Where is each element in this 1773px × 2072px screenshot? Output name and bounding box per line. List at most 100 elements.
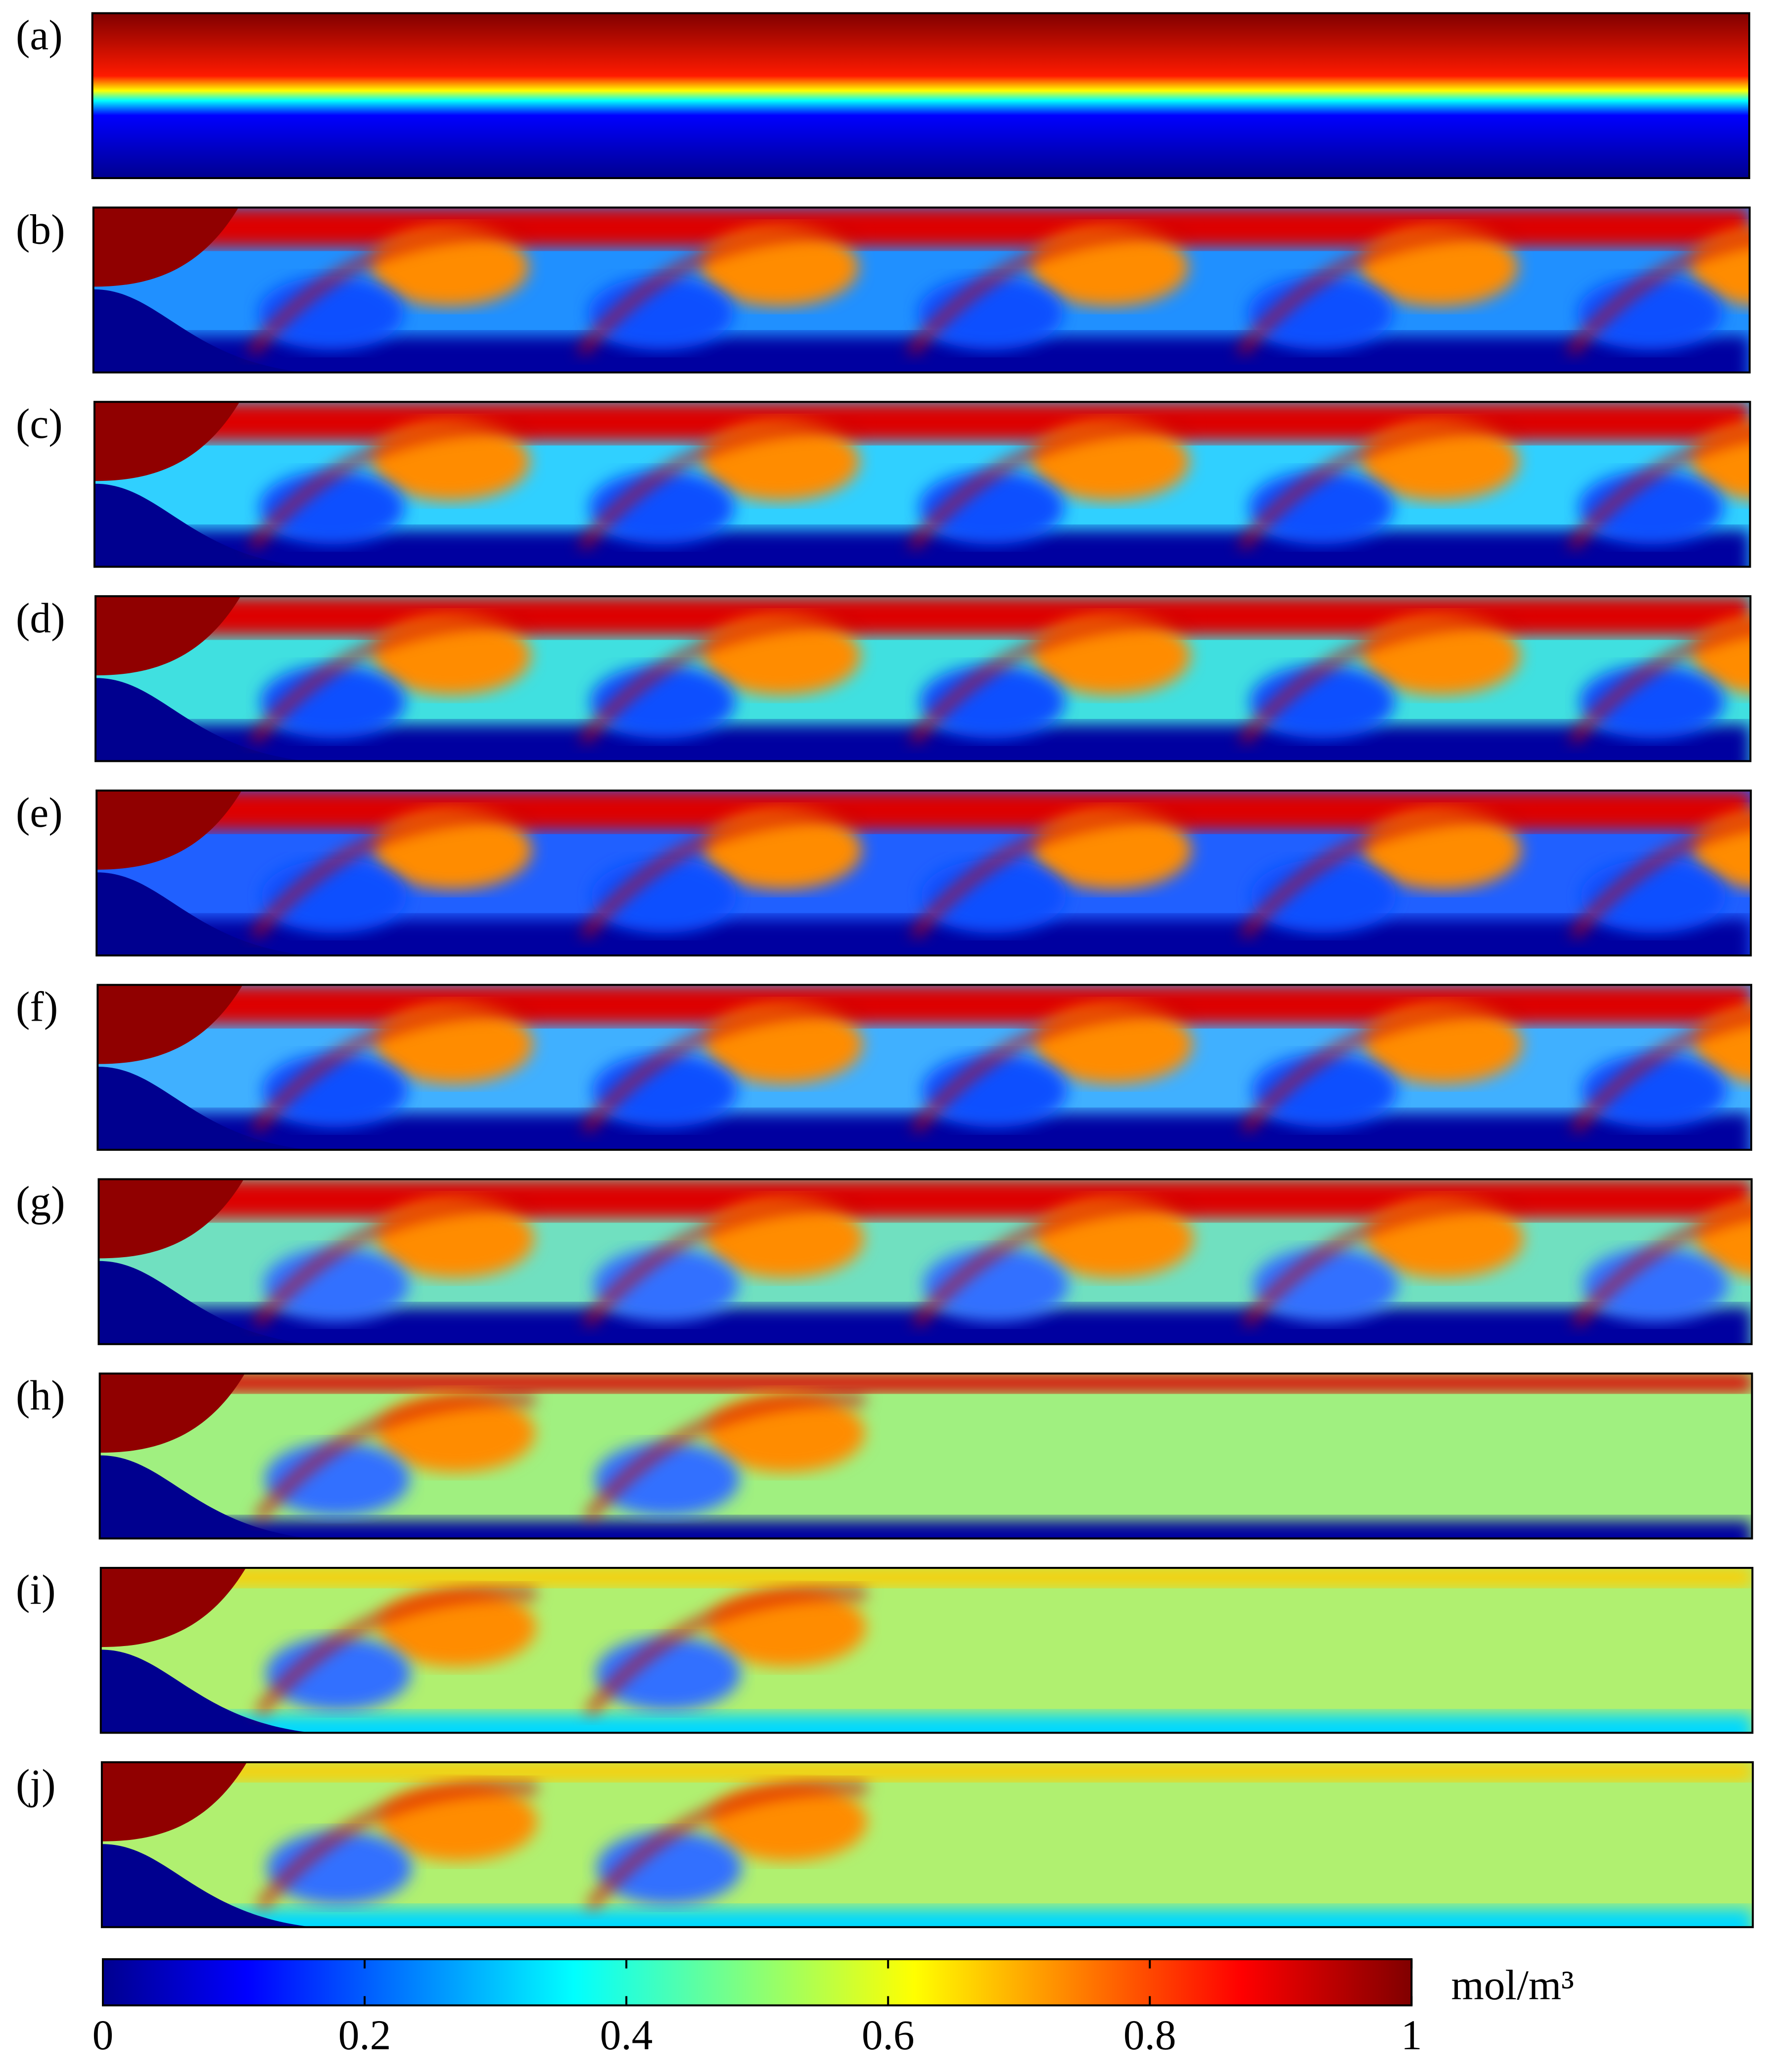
vortex-edge	[257, 1783, 538, 1910]
vortex-cool	[596, 1831, 742, 1905]
vortex-edge	[1240, 617, 1521, 744]
top-band	[95, 596, 1751, 636]
vortex-cool	[1582, 1053, 1727, 1128]
top-band	[99, 1373, 1752, 1392]
panel-label: (c)	[16, 401, 63, 447]
field	[93, 207, 1750, 373]
field	[101, 1762, 1753, 1928]
vortex-edge	[256, 1589, 537, 1716]
vortex-warm	[1690, 423, 1750, 500]
field-panel	[91, 12, 1750, 179]
vortex-cool	[266, 1636, 411, 1711]
bottom-band	[99, 1520, 1752, 1539]
vortex-edge	[1570, 624, 1751, 744]
inlet-blue	[94, 483, 306, 567]
vortex-edge	[1241, 811, 1522, 939]
inlet-red	[95, 596, 241, 676]
field	[92, 13, 1749, 178]
vortex-edge	[248, 229, 529, 355]
panel-frame	[95, 789, 1752, 957]
vortex-cool	[264, 1442, 410, 1516]
vortex-cool	[267, 1831, 412, 1905]
panel-frame	[92, 206, 1751, 374]
vortex-warm	[1691, 617, 1751, 694]
field	[95, 596, 1751, 761]
inlet-red	[100, 1568, 246, 1648]
vortex-cool	[258, 276, 404, 350]
inlet-blue	[101, 1844, 313, 1928]
top-band	[93, 207, 1750, 247]
panel-label: (d)	[16, 595, 65, 642]
vortex-cool	[588, 276, 734, 350]
vortex-edge	[253, 1006, 533, 1133]
vortex-edge	[254, 1200, 535, 1327]
tick-label: 0.4	[600, 2012, 653, 2059]
vortex-edge	[581, 811, 862, 939]
inlet-red	[97, 985, 243, 1064]
field-bg	[92, 13, 1749, 178]
vortex-cool	[1578, 470, 1724, 545]
vortex-cool	[260, 664, 406, 739]
colorbar: mol/m³ 0 0.2 0.4 0.6 0.8 1	[93, 1958, 1574, 2059]
colorbar-scale	[102, 1958, 1413, 2007]
vortex-warm	[1695, 1200, 1752, 1277]
inlet-red	[96, 790, 242, 870]
vortex-cool	[1250, 664, 1395, 739]
vortex-edge	[910, 617, 1191, 744]
vortex-cool	[1252, 1053, 1397, 1128]
vortex-cool	[263, 1248, 409, 1322]
vortex-edge	[909, 423, 1190, 550]
vortex-edge	[578, 229, 859, 355]
vortex-cool	[594, 1442, 740, 1516]
vortex-cool	[1253, 1248, 1399, 1322]
vortex-edge	[583, 1200, 864, 1327]
field-panel	[97, 1178, 1753, 1345]
vortex-cool	[921, 859, 1067, 933]
panel-label: (e)	[16, 790, 63, 836]
vortex-cool	[918, 276, 1063, 350]
vortex-cool	[1249, 470, 1394, 545]
panel-frame	[98, 1372, 1753, 1540]
vortex-cool	[922, 1053, 1068, 1128]
vortex-edge	[1238, 229, 1519, 355]
vortex-edge	[911, 811, 1192, 939]
vortex-warm	[1689, 228, 1750, 306]
vortex-edge	[1569, 429, 1750, 550]
vortex-cool	[591, 859, 737, 933]
vortex-edge	[582, 1006, 863, 1133]
tick-label: 0	[93, 2012, 114, 2059]
top-band	[94, 402, 1750, 442]
vortex-warm	[1694, 1006, 1751, 1083]
vortex-edge	[1568, 235, 1750, 355]
vortex-edge	[580, 617, 861, 744]
top-band	[101, 1762, 1753, 1781]
field-panel	[96, 984, 1752, 1151]
field	[94, 402, 1750, 567]
vortex-edge	[587, 1783, 868, 1910]
inlet-red	[99, 1373, 245, 1453]
vortex-edge	[912, 1006, 1193, 1133]
vortex-edge	[1572, 1013, 1751, 1133]
panel-frame	[100, 1761, 1754, 1929]
vortex-edge	[251, 811, 532, 939]
vortex-cool	[595, 1636, 741, 1711]
inlet-red	[98, 1179, 244, 1259]
vortex-edge	[1573, 1208, 1752, 1327]
inlet-red	[94, 402, 240, 481]
field	[96, 790, 1751, 956]
vortex-edge	[585, 1395, 865, 1521]
colorbar-unit: mol/m³	[1451, 1962, 1574, 2009]
field	[97, 985, 1751, 1150]
vortex-edge	[1571, 818, 1751, 939]
vortex-cool	[589, 470, 735, 545]
panel-label: (i)	[16, 1567, 56, 1613]
vortex-edge	[1242, 1006, 1523, 1133]
bottom-band	[100, 1714, 1753, 1733]
vortex-cool	[1251, 859, 1396, 933]
field	[99, 1373, 1752, 1539]
panel-label: (b)	[16, 206, 65, 253]
tick-label: 1	[1401, 2012, 1422, 2059]
vortex-cool	[1577, 276, 1723, 350]
vortex-edge	[1239, 423, 1520, 550]
